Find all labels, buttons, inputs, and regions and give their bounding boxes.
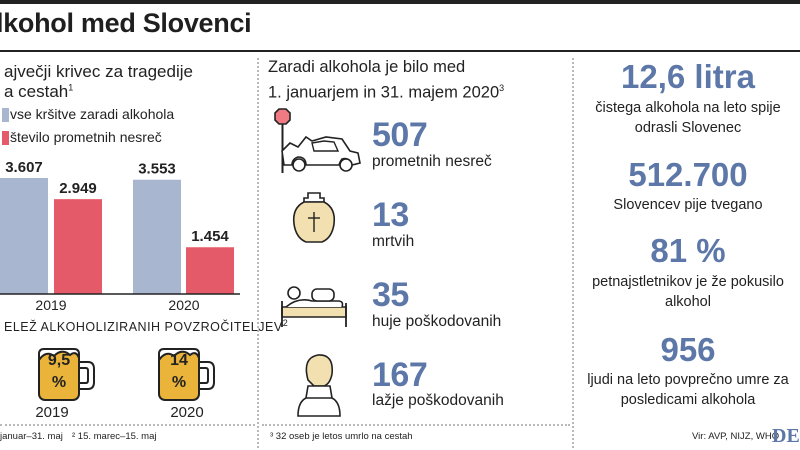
bed-patient-icon: [281, 286, 347, 327]
top-border: [0, 0, 800, 4]
legend-item-violations: vse kršitve zaradi alkohola: [2, 106, 174, 122]
bar-chart-svg: 3.607 2.949 2019 3.553 1.454 2020: [0, 159, 240, 313]
bar-2019-series-0: [0, 178, 48, 294]
car-crash-icon: [274, 108, 361, 173]
bar-2019-series-1: [54, 199, 102, 294]
middle-heading: Zaradi alkohola je bilo med 1. januarjem…: [268, 58, 505, 102]
beer-mug-icon-2019: [38, 348, 95, 401]
bar-chart: 3.607 2.949 2019 3.553 1.454 2020: [0, 150, 255, 313]
stat-minor-value: 167: [372, 356, 428, 394]
x-tick-2019: 2019: [35, 297, 66, 310]
section2-title: ELEŽ ALKOHOLIZIRANIH POVZROČITELJEV2: [4, 318, 289, 335]
stat-teens-value: 81 %: [650, 232, 726, 269]
mug-2020-value: 14 %: [170, 352, 188, 391]
left-subtitle-line2: a cestah1: [4, 82, 74, 101]
stat-deaths-yearly-value: 956: [660, 331, 716, 368]
mug-2019-value: 9,5 %: [47, 352, 71, 391]
stat-litres-label: čistega alkohola na leto spije odrasli S…: [595, 100, 781, 136]
neck-brace-icon: [297, 354, 341, 417]
stat-accidents-value: 507: [372, 116, 428, 154]
bar-label-2020-series-0: 3.553: [138, 161, 176, 178]
bar-label-2020-series-1: 1.454: [191, 228, 229, 245]
title-rule: [0, 50, 800, 52]
footnote-divider-middle: [262, 424, 570, 426]
brand-logo: DEL: [772, 425, 800, 447]
stat-deaths-yearly-label: ljudi na leto povprečno umre za posledic…: [587, 372, 789, 408]
urn-icon: [292, 192, 336, 243]
bar-label-2019-series-1: 2.949: [59, 180, 97, 197]
legend-swatch-red: [2, 131, 9, 145]
footnote-1: januar–31. maj: [0, 431, 63, 442]
bar-label-2019-series-0: 3.607: [5, 159, 43, 176]
footnote-divider-left: [0, 424, 255, 426]
stat-risky-label: Slovencev pije tvegano: [613, 197, 763, 213]
stat-severe-label: huje poškodovanih: [372, 313, 502, 330]
bar-2020-series-1: [186, 247, 234, 294]
stat-severe-value: 35: [372, 276, 409, 314]
stat-teens-label: petnajstletnikov je že pokusilo alkohol: [592, 274, 784, 310]
legend-swatch-blue: [2, 108, 9, 122]
footnote-2: ² 15. marec–15. maj: [72, 431, 157, 442]
stat-deaths-label: mrtvih: [372, 233, 415, 250]
mug-2020-year: 2020: [170, 404, 204, 421]
stat-litres-value: 12,6 litra: [621, 58, 755, 95]
bar-2020-series-0: [133, 179, 181, 294]
left-subtitle-line1: ajvečji krivec za tragedije: [4, 62, 193, 81]
page-title: lkohol med Slovenci: [0, 8, 252, 38]
mug-2019-year: 2019: [35, 404, 69, 421]
stat-deaths-value: 13: [372, 196, 409, 234]
source-note: Vir: AVP, NIJZ, WHO: [692, 431, 780, 442]
footnote-3: ³ 32 oseb je letos umrlo na cestah: [270, 431, 413, 442]
stat-accidents-label: prometnih nesreč: [372, 153, 492, 170]
stat-minor-label: lažje poškodovanih: [372, 392, 504, 409]
divider-left: [257, 58, 259, 448]
beer-mug-icon-2020: [158, 348, 215, 401]
x-tick-2020: 2020: [168, 297, 199, 310]
divider-right: [572, 58, 574, 448]
stat-risky-value: 512.700: [628, 156, 748, 193]
legend-item-accidents: število prometnih nesreč: [2, 129, 162, 145]
